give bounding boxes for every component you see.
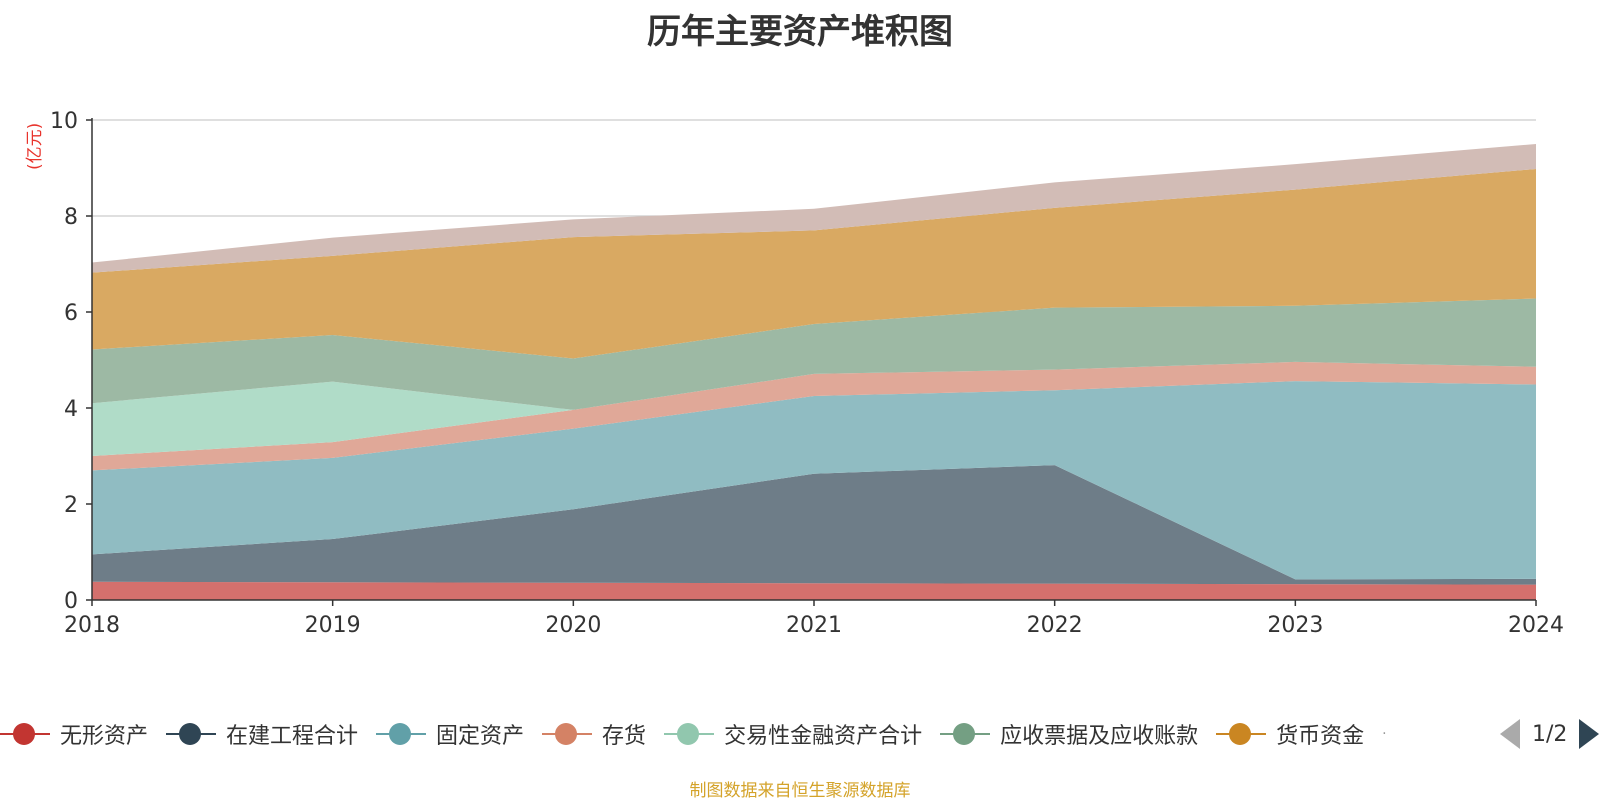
x-tick-label: 2022 [1027, 613, 1083, 638]
legend-next-page-button[interactable] [1579, 719, 1600, 749]
legend-label: 货币资金 [1276, 724, 1365, 749]
y-tick-label: 8 [64, 205, 78, 230]
legend-label: 交易性金融资产合计 [724, 724, 923, 749]
area-series-1 [92, 465, 1536, 585]
area-series-6 [92, 168, 1536, 359]
x-tick-labels: 2018 2019 2020 2021 2022 2023 2024 [64, 600, 1564, 638]
y-tick-label: 2 [64, 493, 78, 518]
y-tick-label: 6 [64, 301, 78, 326]
legend-pager: 1/2 [1500, 716, 1600, 752]
area-series [92, 144, 1536, 600]
y-tick-labels: 0 2 4 6 8 10 [50, 109, 92, 614]
legend-item[interactable]: 交易性金融资产合计 [664, 718, 922, 750]
legend-item[interactable]: 应收票据及应收账款 [940, 718, 1198, 750]
stacked-area-chart: 0 2 4 6 8 10 2018 2019 2020 2021 2022 2023 2024 [50, 109, 1564, 638]
x-tick-label: 2023 [1267, 613, 1323, 638]
area-series-5 [92, 298, 1536, 410]
area-series-3 [92, 361, 1536, 471]
area-series-4 [92, 361, 1536, 456]
legend-swatch-icon [1216, 722, 1267, 746]
x-tick-label: 2020 [545, 613, 601, 638]
y-tick-label: 10 [50, 109, 78, 134]
legend-item[interactable]: 存货 [542, 718, 646, 750]
legend-overflow-dot: · [1382, 726, 1387, 742]
legend-swatch-icon [376, 722, 427, 746]
legend-label: 应收票据及应收账款 [1000, 724, 1199, 749]
data-source-footer: 制图数据来自恒生聚源数据库 [689, 781, 911, 801]
legend-label: 无形资产 [60, 724, 149, 749]
area-series-7 [92, 144, 1536, 273]
x-tick-label: 2018 [64, 613, 120, 638]
area-series-0 [92, 581, 1536, 600]
chart-title: 历年主要资产堆积图 [647, 12, 953, 52]
x-tick-label: 2024 [1508, 613, 1564, 638]
legend-item[interactable]: 无形资产 [0, 718, 148, 750]
legend-item[interactable]: 货币资金 [1216, 718, 1364, 750]
x-tick-label: 2019 [305, 613, 361, 638]
legend-label: 固定资产 [436, 724, 525, 749]
area-series-2 [92, 381, 1536, 580]
legend-label: 存货 [602, 724, 647, 749]
legend: 无形资产 在建工程合计 固定资产 存货 交易性金融资产合计 应收票据及应收账款 货币资金 · [0, 716, 1600, 752]
legend-item[interactable]: 在建工程合计 [166, 718, 358, 750]
legend-label: 在建工程合计 [226, 724, 359, 749]
legend-swatch-icon [542, 722, 593, 746]
legend-swatch-icon [664, 722, 715, 746]
legend-item[interactable]: 固定资产 [376, 718, 524, 750]
y-tick-label: 4 [64, 397, 78, 422]
legend-swatch-icon [166, 722, 217, 746]
legend-swatch-icon [0, 722, 50, 746]
legend-swatch-icon [940, 722, 991, 746]
legend-page-indicator: 1/2 [1532, 721, 1568, 747]
y-tick-label: 0 [64, 589, 78, 614]
x-tick-label: 2021 [786, 613, 842, 638]
legend-prev-page-button[interactable] [1500, 719, 1520, 749]
